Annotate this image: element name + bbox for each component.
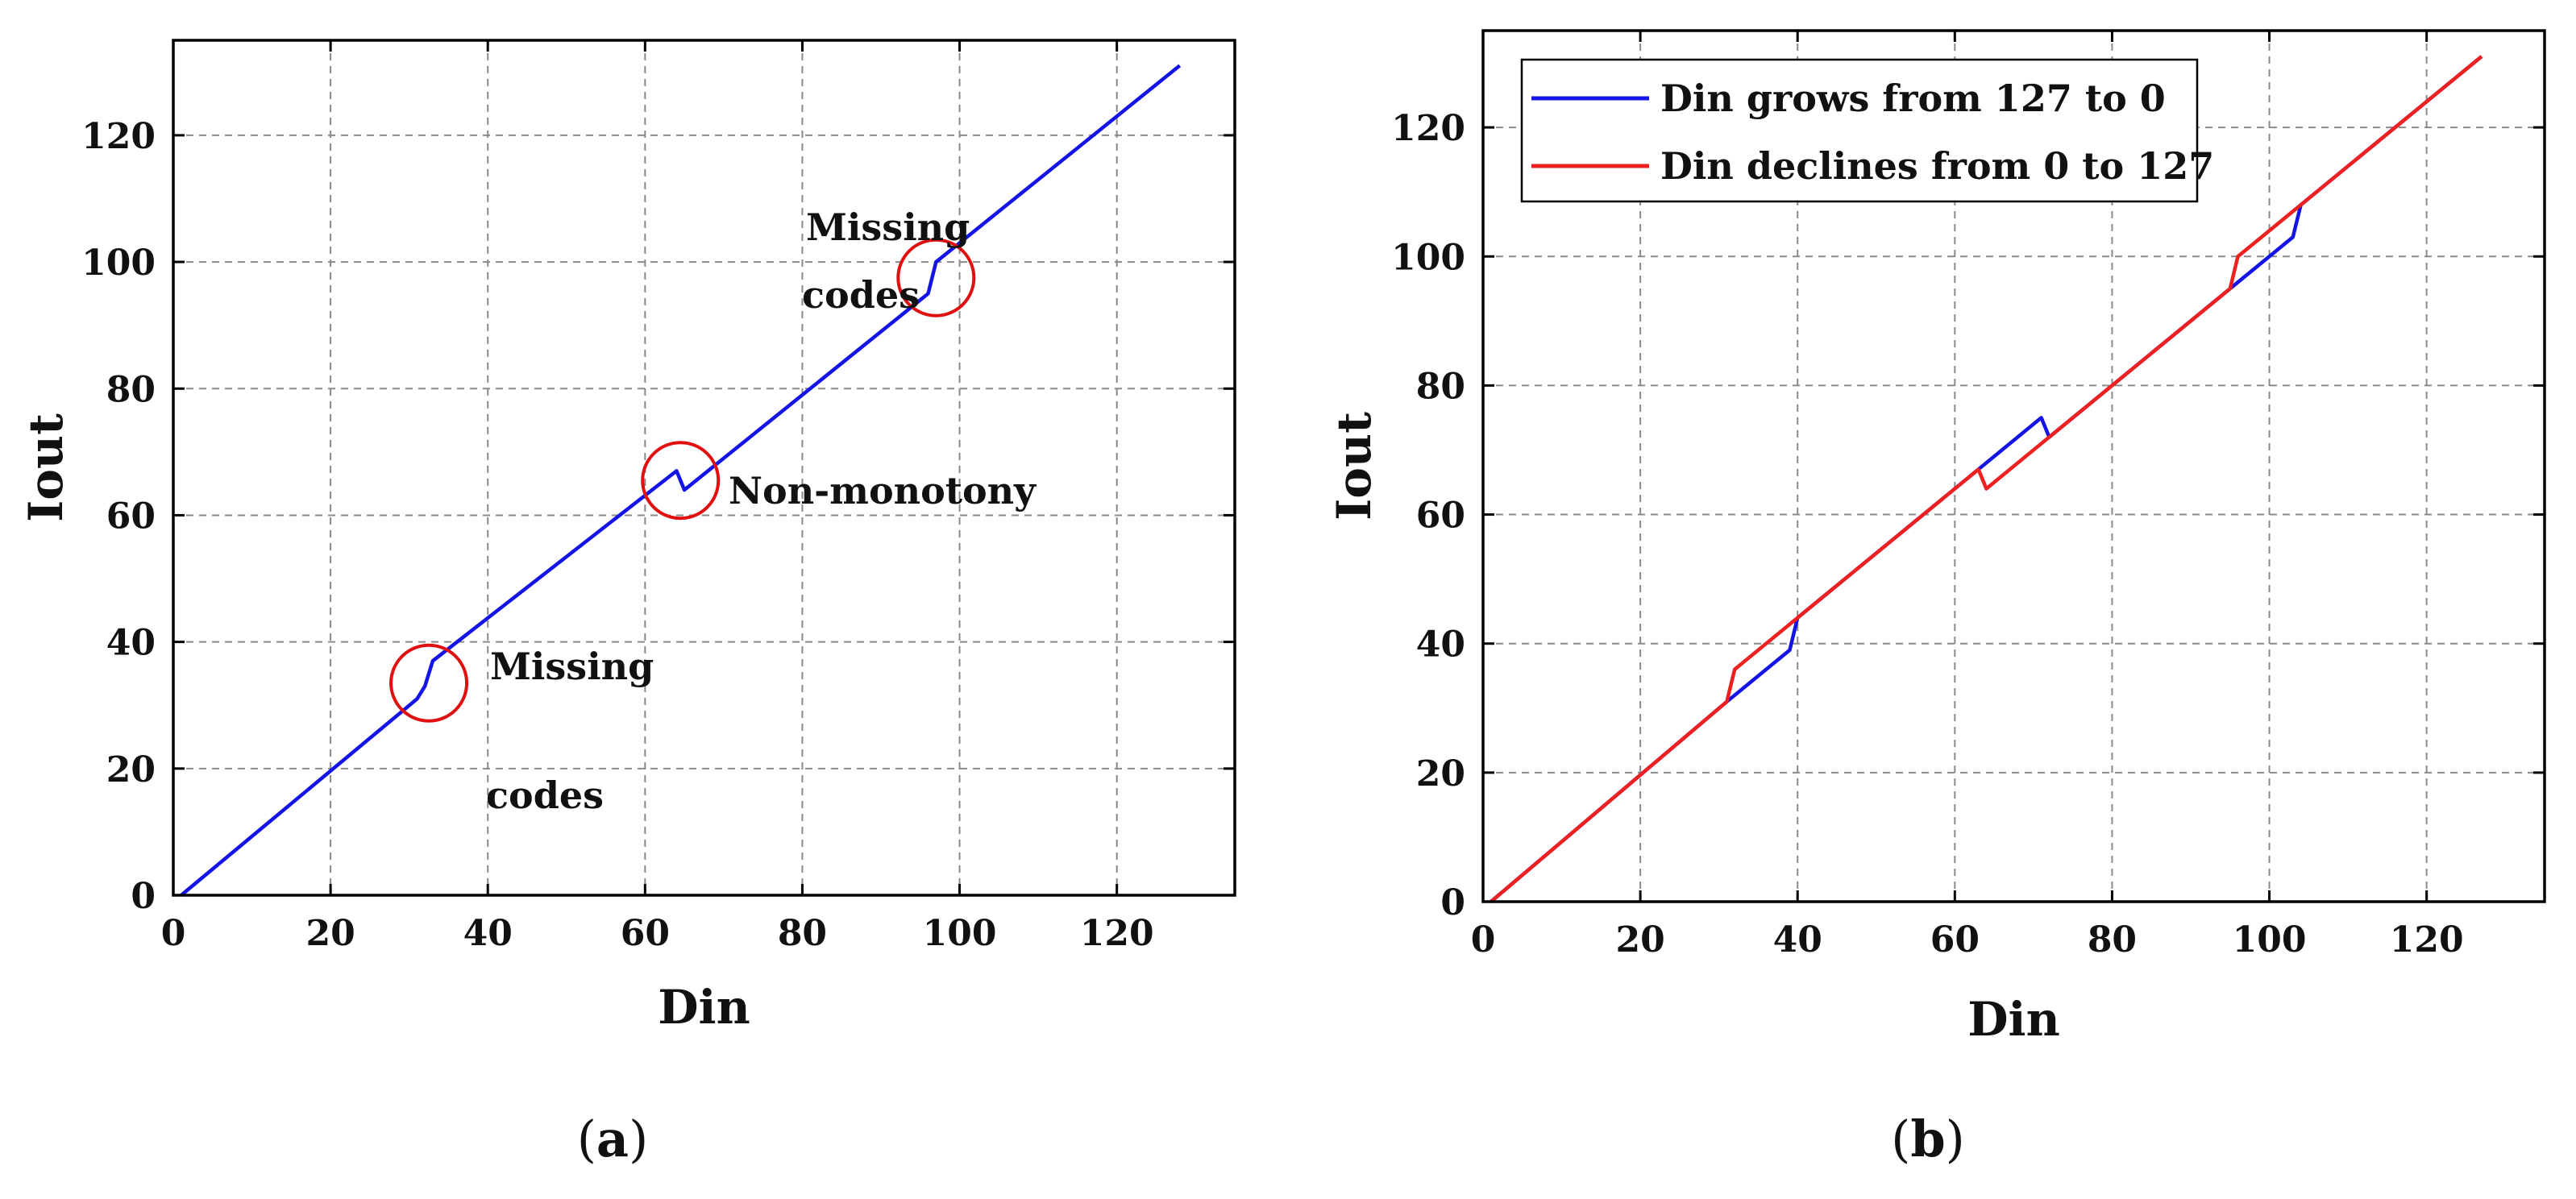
- y-tick-label: 40: [106, 623, 156, 664]
- annotation-label: Missing: [806, 205, 970, 249]
- x-tick-label: 120: [2390, 919, 2464, 960]
- y-tick-label: 20: [106, 749, 156, 790]
- x-tick-label: 20: [1615, 919, 1664, 960]
- x-tick-label: 0: [161, 913, 186, 954]
- panel-b-label: (b): [1891, 1110, 1965, 1168]
- x-tick-label: 100: [2233, 919, 2307, 960]
- annotation-circle: [896, 238, 976, 317]
- annotation-label: codes: [486, 774, 604, 817]
- x-tick-label: 100: [923, 913, 997, 954]
- annotation-circle: [641, 441, 721, 521]
- panel-a-series-line-0: [180, 64, 1182, 897]
- annotation-circle: [389, 643, 469, 723]
- annotation-label: codes: [802, 273, 920, 317]
- annotation-label: Missing: [490, 645, 654, 688]
- panel-a-x-axis-title: Din: [658, 980, 750, 1035]
- x-tick-label: 60: [621, 913, 670, 954]
- x-tick-label: 80: [2088, 919, 2137, 960]
- panel-b-series-line-0: [1490, 55, 2483, 903]
- x-tick-label: 40: [463, 913, 513, 954]
- x-tick-label: 0: [1471, 919, 1496, 960]
- y-tick-label: 0: [1440, 882, 1465, 923]
- x-tick-label: 20: [305, 913, 355, 954]
- annotation-label: Non-monotony: [729, 469, 1037, 512]
- chart-panel-a: 0 20 40 60 80 100 120 0 20 40 60 80 100 120 Din Iout (a)…: [19, 39, 1236, 1168]
- panel-b-x-axis-title: Din: [1967, 992, 2060, 1047]
- panel-b-y-axis-title: Iout: [1327, 412, 1381, 521]
- panel-a-grid: [173, 40, 1235, 895]
- y-tick-label: 0: [131, 876, 156, 917]
- y-tick-label: 80: [106, 369, 156, 410]
- panel-b-legend: Din grows from 127 to 0 Din declines from…: [1520, 58, 2214, 203]
- x-tick-label: 40: [1773, 919, 1822, 960]
- legend-entry-label: Din declines from 0 to 127: [1660, 144, 2214, 188]
- y-tick-label: 100: [81, 243, 156, 284]
- panel-b-series-line-1: [1490, 55, 2483, 903]
- panel-a-label: (a): [577, 1110, 649, 1168]
- legend-box: [1520, 58, 2199, 203]
- y-tick-label: 60: [106, 496, 156, 537]
- y-tick-label: 60: [1416, 496, 1465, 537]
- legend-entry-label: Din grows from 127 to 0: [1660, 77, 2166, 120]
- x-tick-label: 120: [1080, 913, 1154, 954]
- y-tick-label: 80: [1416, 366, 1465, 407]
- panel-a-axes-frame: [172, 39, 1236, 897]
- x-tick-label: 80: [778, 913, 827, 954]
- y-tick-label: 40: [1416, 624, 1465, 666]
- panel-a-y-axis-title: Iout: [19, 413, 73, 522]
- y-tick-label: 100: [1391, 237, 1465, 278]
- panel-b-axes-frame: [1481, 29, 2546, 903]
- chart-panel-b: 0 20 40 60 80 100 120 0 20 40 60 80 100 120 Din Iout (b)…: [1327, 29, 2546, 1168]
- x-tick-label: 60: [1930, 919, 1980, 960]
- y-tick-label: 20: [1416, 753, 1465, 794]
- y-tick-label: 120: [1391, 108, 1465, 149]
- y-tick-label: 120: [81, 116, 156, 157]
